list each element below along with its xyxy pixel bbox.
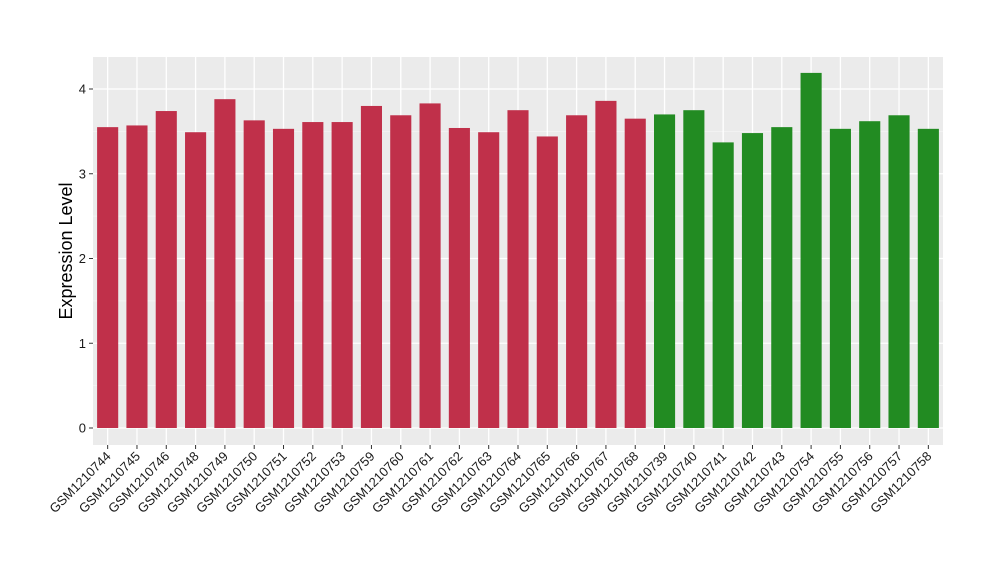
bar xyxy=(272,128,295,428)
bar xyxy=(97,127,119,428)
bar xyxy=(243,120,265,429)
bar xyxy=(741,133,764,428)
y-axis: 0 1 2 3 4 xyxy=(79,82,93,436)
bar xyxy=(126,125,148,428)
bar xyxy=(331,122,353,429)
bar xyxy=(448,127,470,429)
bar xyxy=(917,128,939,428)
y-tick-label: 2 xyxy=(79,251,86,266)
bar xyxy=(888,115,910,429)
bar xyxy=(302,122,324,429)
bar xyxy=(566,115,588,429)
bar xyxy=(654,114,676,429)
bar xyxy=(155,111,177,428)
bar xyxy=(507,110,529,428)
y-tick-label: 4 xyxy=(79,82,86,97)
y-tick-label: 3 xyxy=(79,166,86,181)
bar xyxy=(185,132,207,428)
y-axis-title: Expression Level xyxy=(56,182,76,319)
bar xyxy=(829,128,851,428)
y-tick-label: 1 xyxy=(79,336,86,351)
bar xyxy=(624,118,646,428)
bar xyxy=(360,105,382,428)
bar xyxy=(595,100,617,429)
bar xyxy=(419,103,441,428)
bar xyxy=(390,115,412,429)
y-tick-label: 0 xyxy=(79,421,86,436)
bar xyxy=(712,142,734,428)
bar xyxy=(536,136,558,428)
bar xyxy=(683,110,705,428)
x-axis: GSM1210744GSM1210745GSM1210746GSM1210748… xyxy=(46,445,934,516)
bar xyxy=(214,99,236,429)
bars xyxy=(97,72,939,429)
bar xyxy=(859,121,881,428)
bar xyxy=(771,127,793,428)
bar xyxy=(478,132,500,428)
bar xyxy=(800,72,822,429)
